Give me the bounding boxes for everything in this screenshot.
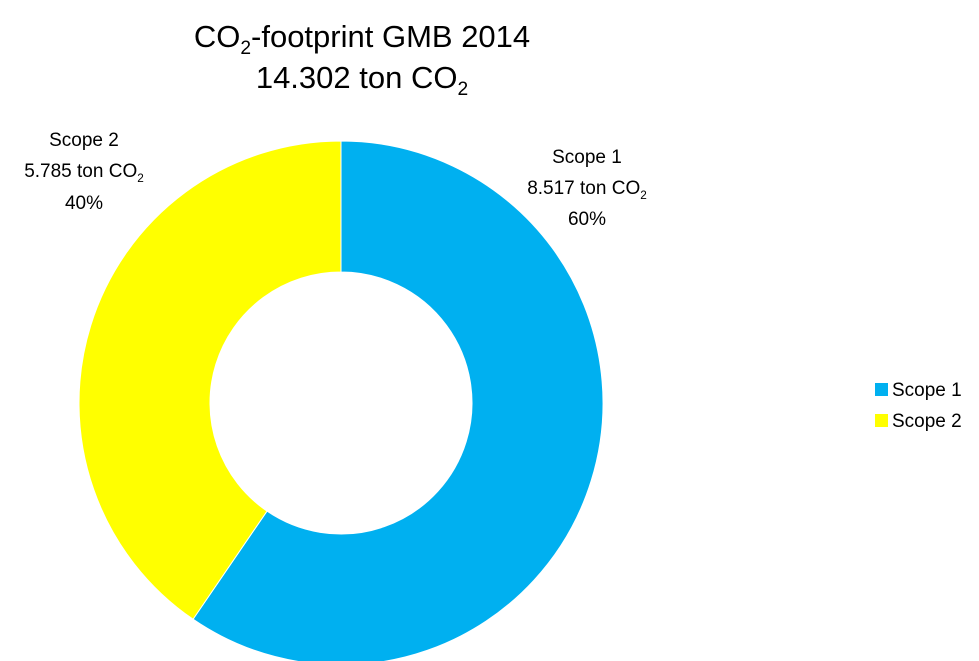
legend-label-scope-1: Scope 1 <box>892 380 962 401</box>
chart-title-line-1: CO2-footprint GMB 2014 <box>194 19 530 59</box>
data-label-scope-2: Scope 2 5.785 ton CO2 40% <box>24 130 144 214</box>
donut-slices <box>78 140 604 661</box>
legend: Scope 1 Scope 2 <box>875 380 962 432</box>
legend-label-scope-2: Scope 2 <box>892 411 962 432</box>
data-label-scope-1-value: 8.517 ton CO2 <box>527 178 647 202</box>
data-label-scope-2-name: Scope 2 <box>49 130 119 151</box>
data-label-scope-1: Scope 1 8.517 ton CO2 60% <box>527 147 647 230</box>
slice-scope-2 <box>78 140 342 620</box>
data-label-scope-1-name: Scope 1 <box>552 147 622 168</box>
legend-swatch-scope-1 <box>875 383 888 396</box>
slice-scope-1 <box>192 140 604 661</box>
chart-title-line-2: 14.302 ton CO2 <box>256 60 468 100</box>
legend-swatch-scope-2 <box>875 414 888 427</box>
data-label-scope-2-value: 5.785 ton CO2 <box>24 161 144 185</box>
data-label-scope-2-percent: 40% <box>65 193 103 214</box>
data-label-scope-1-percent: 60% <box>568 209 606 230</box>
